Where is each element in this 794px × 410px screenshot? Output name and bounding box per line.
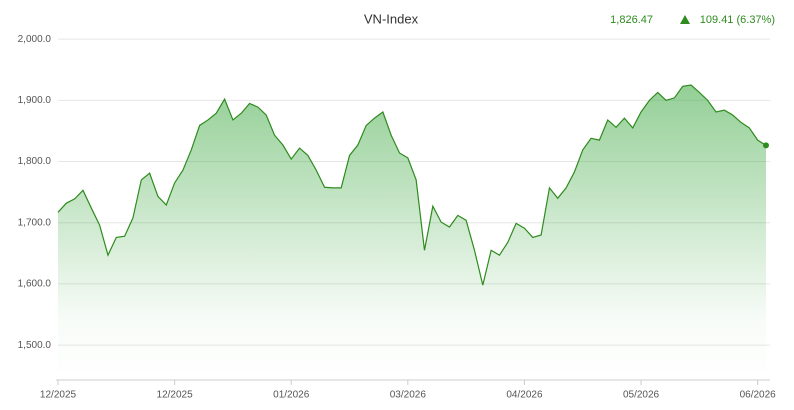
x-tick-label: 04/2026 <box>506 390 543 401</box>
x-tick-label: 12/2025 <box>40 390 77 401</box>
y-tick-label: 1,500.0 <box>18 340 52 351</box>
x-tick-label: 05/2026 <box>623 390 660 401</box>
y-tick-label: 1,700.0 <box>18 217 52 228</box>
line <box>57 84 767 286</box>
area <box>58 85 766 380</box>
change-value: 109.41 (6.37%) <box>700 14 775 26</box>
y-tick-label: 2,000.0 <box>18 34 52 45</box>
x-tick-label: 06/2026 <box>740 390 777 401</box>
chart-title: VN-Index <box>364 11 419 26</box>
current-value: 1,826.47 <box>610 14 653 26</box>
y-tick-label: 1,800.0 <box>18 156 52 167</box>
y-tick-label: 1,900.0 <box>18 95 52 106</box>
up-arrow <box>680 15 690 24</box>
x-tick-label: 03/2026 <box>390 390 427 401</box>
end-point <box>763 142 769 149</box>
x-tick-label: 12/2025 <box>157 390 194 401</box>
x-tick-label: 01/2026 <box>273 390 310 401</box>
y-tick-label: 1,600.0 <box>18 279 52 290</box>
